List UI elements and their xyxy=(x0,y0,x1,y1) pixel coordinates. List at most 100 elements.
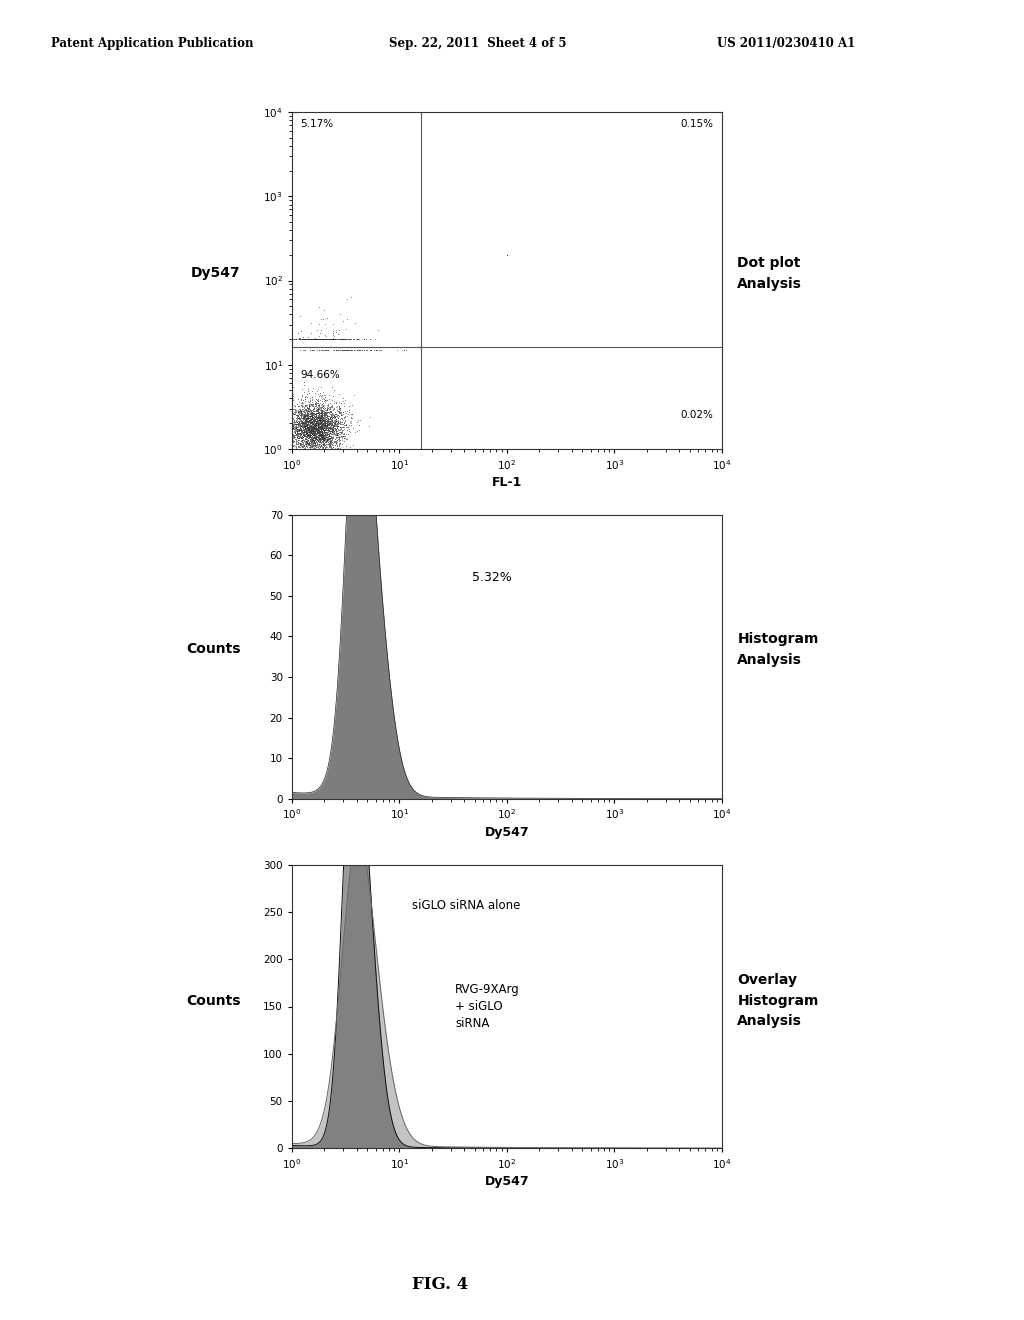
Point xyxy=(318,438,335,459)
Point xyxy=(297,399,313,420)
Point xyxy=(310,428,327,449)
Point xyxy=(316,438,333,459)
Point xyxy=(291,436,307,457)
Point xyxy=(311,405,328,426)
Point xyxy=(297,428,313,449)
Point xyxy=(307,433,324,454)
Point xyxy=(298,416,314,437)
Point xyxy=(324,412,340,433)
Point xyxy=(319,429,336,450)
Point xyxy=(331,319,347,341)
Point xyxy=(289,426,305,447)
Point xyxy=(303,418,319,440)
Point xyxy=(308,426,325,447)
Point xyxy=(317,416,334,437)
Point xyxy=(311,416,328,437)
Point xyxy=(295,405,311,426)
Point xyxy=(288,424,304,445)
Point xyxy=(304,417,321,438)
Point xyxy=(296,407,312,428)
Point xyxy=(294,403,310,424)
Point xyxy=(327,329,343,350)
Point xyxy=(334,434,350,455)
Point xyxy=(308,425,325,446)
Point xyxy=(310,425,327,446)
Point xyxy=(314,397,331,418)
Point xyxy=(307,430,324,451)
Point xyxy=(321,426,337,447)
Point xyxy=(317,414,334,436)
Point xyxy=(323,438,339,459)
Point xyxy=(296,438,312,459)
Point xyxy=(313,416,330,437)
Point xyxy=(315,426,332,447)
Point xyxy=(311,417,328,438)
Point xyxy=(305,426,322,447)
Point xyxy=(317,432,334,453)
Point xyxy=(313,409,330,430)
Point xyxy=(316,421,333,442)
Point xyxy=(322,401,338,422)
Point xyxy=(305,422,322,444)
Point xyxy=(325,329,341,350)
Point xyxy=(292,418,308,440)
Point xyxy=(306,412,323,433)
Point xyxy=(303,425,319,446)
Point xyxy=(318,437,335,458)
Point xyxy=(322,403,338,424)
Point xyxy=(321,422,337,444)
Point xyxy=(325,436,341,457)
Point xyxy=(330,400,346,421)
Point xyxy=(305,407,322,428)
Point xyxy=(295,420,311,441)
Point xyxy=(297,416,313,437)
Point xyxy=(301,405,317,426)
Point xyxy=(303,329,319,350)
Point xyxy=(307,392,324,413)
Point xyxy=(299,329,315,350)
Point xyxy=(322,434,338,455)
Point xyxy=(293,400,309,421)
Point xyxy=(290,408,306,429)
Point xyxy=(304,409,321,430)
Point xyxy=(323,401,339,422)
Point xyxy=(290,438,306,459)
Point xyxy=(342,421,358,442)
Point xyxy=(314,381,331,403)
Point xyxy=(308,403,325,424)
Point xyxy=(323,404,339,425)
Point xyxy=(303,408,319,429)
Point xyxy=(307,421,324,442)
Point xyxy=(308,412,325,433)
Point xyxy=(321,339,337,360)
Point xyxy=(291,416,307,437)
Point xyxy=(293,388,309,409)
Point xyxy=(309,339,326,360)
Point xyxy=(306,425,323,446)
Point xyxy=(332,438,348,459)
Point xyxy=(310,391,327,412)
Point xyxy=(295,401,311,422)
Point xyxy=(316,387,333,408)
Point xyxy=(329,438,345,459)
Point xyxy=(368,339,384,360)
Point xyxy=(284,412,300,433)
Point xyxy=(314,438,331,459)
Point xyxy=(291,433,307,454)
Point xyxy=(308,418,325,440)
Point xyxy=(298,432,314,453)
Point xyxy=(332,408,348,429)
Point xyxy=(284,392,300,413)
Point xyxy=(308,412,325,433)
Point xyxy=(337,400,353,421)
Point xyxy=(304,329,321,350)
Point xyxy=(287,420,303,441)
Point xyxy=(302,408,318,429)
Point xyxy=(291,403,307,424)
Point xyxy=(307,434,324,455)
Point xyxy=(306,414,323,436)
Point xyxy=(338,339,354,360)
Point xyxy=(284,315,300,337)
Point xyxy=(287,413,303,434)
Point xyxy=(310,408,327,429)
